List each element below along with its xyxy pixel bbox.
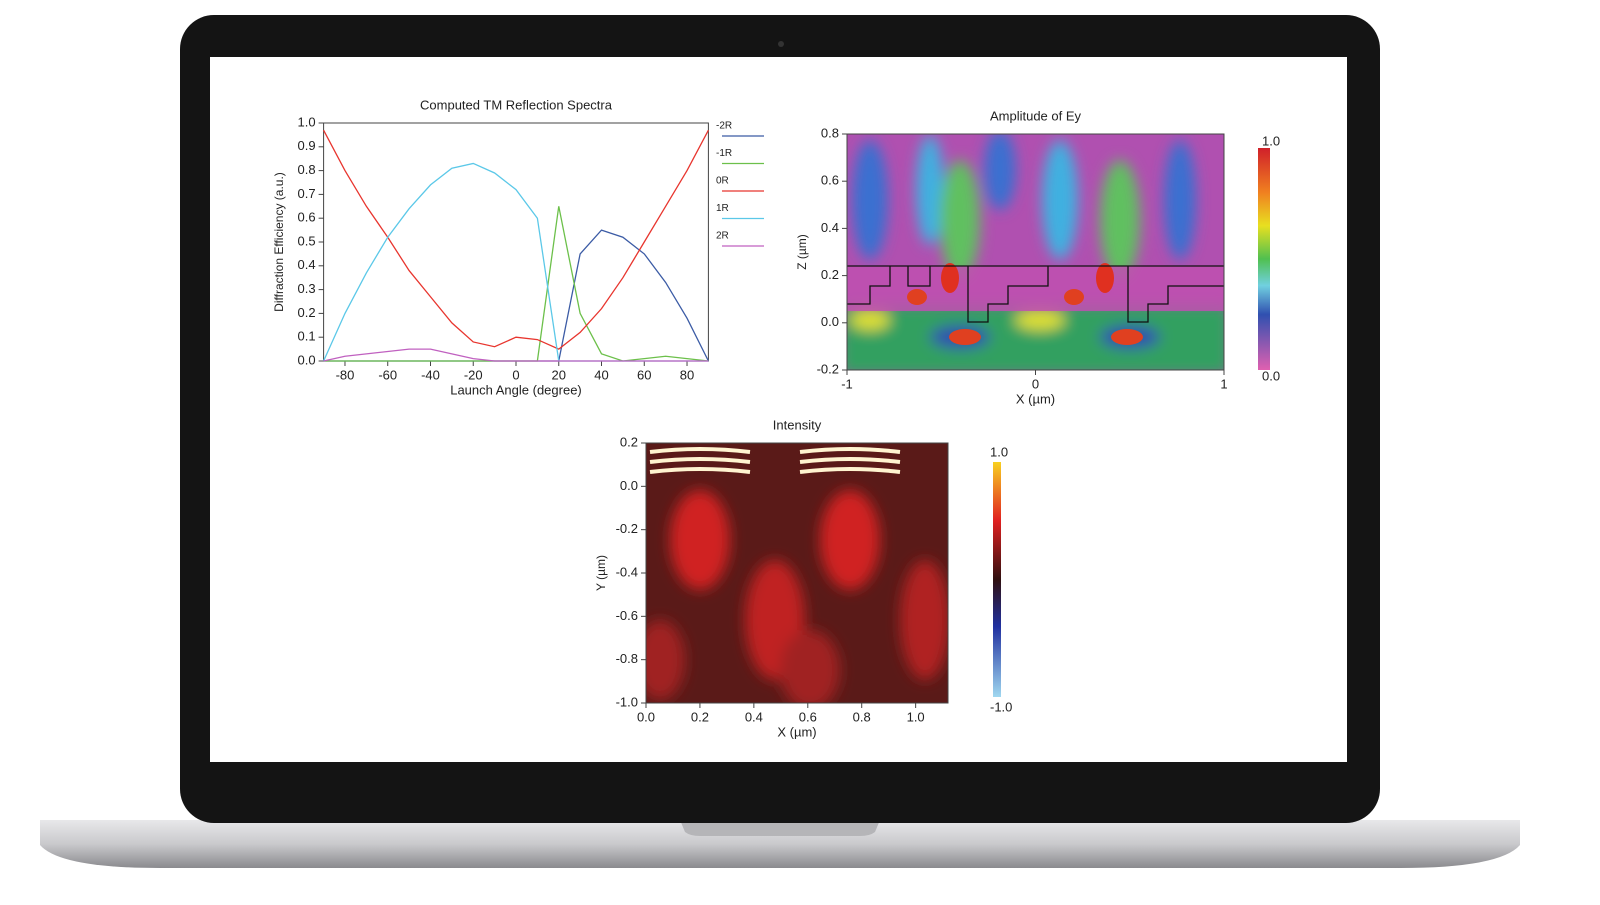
colorbar — [1258, 148, 1270, 370]
x-axis-label: X (µm) — [1016, 391, 1055, 406]
x-tick-label: 0.4 — [745, 709, 763, 724]
y-tick-label: 0.6 — [298, 210, 316, 225]
x-axis-label: X (µm) — [777, 724, 816, 739]
chart-title: Intensity — [773, 417, 822, 432]
x-tick-label: 40 — [594, 367, 608, 382]
heatmap-field — [847, 134, 1224, 370]
y-axis-label: Diffraction Efficiency (a.u.) — [272, 172, 286, 312]
legend-label: -1R — [716, 148, 732, 159]
legend-label: 2R — [716, 231, 729, 242]
x-tick-label: 20 — [552, 367, 566, 382]
y-tick-label: 0.0 — [821, 314, 839, 329]
x-tick-label: -1 — [841, 376, 853, 391]
y-tick-label: 0.2 — [298, 305, 316, 320]
heatmap-field — [646, 443, 948, 703]
y-tick-label: 0.2 — [821, 267, 839, 282]
x-tick-label: -60 — [378, 367, 397, 382]
y-tick-label: 0.0 — [298, 352, 316, 367]
x-tick-label: 80 — [680, 367, 694, 382]
y-tick-label: 1.0 — [298, 114, 316, 129]
x-tick-label: 1.0 — [907, 709, 925, 724]
colorbar-tick-label: 1.0 — [1262, 133, 1280, 148]
chart-title: Computed TM Reflection Spectra — [420, 97, 613, 112]
x-tick-label: 1 — [1220, 376, 1227, 391]
y-tick-label: 0.4 — [821, 220, 839, 235]
legend-label: 1R — [716, 203, 729, 214]
y-tick-label: 0.7 — [298, 186, 316, 201]
x-tick-label: 0 — [1032, 376, 1039, 391]
legend-label: -2R — [716, 121, 732, 132]
camera — [778, 41, 784, 47]
colorbar — [993, 462, 1001, 697]
y-tick-label: 0.6 — [821, 173, 839, 188]
x-tick-label: 0.6 — [799, 709, 817, 724]
y-tick-label: 0.5 — [298, 233, 316, 248]
legend-label: 0R — [716, 176, 729, 187]
x-tick-label: 60 — [637, 367, 651, 382]
y-axis-label: Z (µm) — [795, 234, 809, 270]
laptop-base — [40, 820, 1520, 868]
x-tick-label: 0.2 — [691, 709, 709, 724]
y-tick-label: 0.0 — [620, 478, 638, 493]
y-axis-label: Y (µm) — [594, 555, 608, 591]
y-tick-label: -0.4 — [616, 564, 638, 579]
colorbar-tick-label: -1.0 — [990, 699, 1012, 714]
y-tick-label: -0.8 — [616, 651, 638, 666]
x-axis-label: Launch Angle (degree) — [450, 382, 582, 397]
y-tick-label: 0.8 — [298, 162, 316, 177]
y-tick-label: 0.3 — [298, 281, 316, 296]
x-tick-label: 0 — [512, 367, 519, 382]
y-tick-label: 0.9 — [298, 138, 316, 153]
colorbar-tick-label: 1.0 — [990, 444, 1008, 459]
y-tick-label: 0.1 — [298, 329, 316, 344]
y-tick-label: -0.2 — [817, 361, 839, 376]
y-tick-label: -0.6 — [616, 608, 638, 623]
line-series — [323, 348, 709, 362]
y-tick-label: 0.8 — [821, 125, 839, 140]
y-tick-label: -0.2 — [616, 521, 638, 536]
x-tick-label: 0.0 — [637, 709, 655, 724]
chart-title: Amplitude of Ey — [990, 108, 1082, 123]
x-tick-label: -80 — [336, 367, 355, 382]
y-tick-label: 0.4 — [298, 257, 316, 272]
colorbar-tick-label: 0.0 — [1262, 368, 1280, 383]
y-tick-label: -1.0 — [616, 694, 638, 709]
laptop-notch — [680, 820, 880, 836]
y-tick-label: 0.2 — [620, 434, 638, 449]
x-tick-label: -20 — [464, 367, 483, 382]
x-tick-label: -40 — [421, 367, 440, 382]
x-tick-label: 0.8 — [853, 709, 871, 724]
